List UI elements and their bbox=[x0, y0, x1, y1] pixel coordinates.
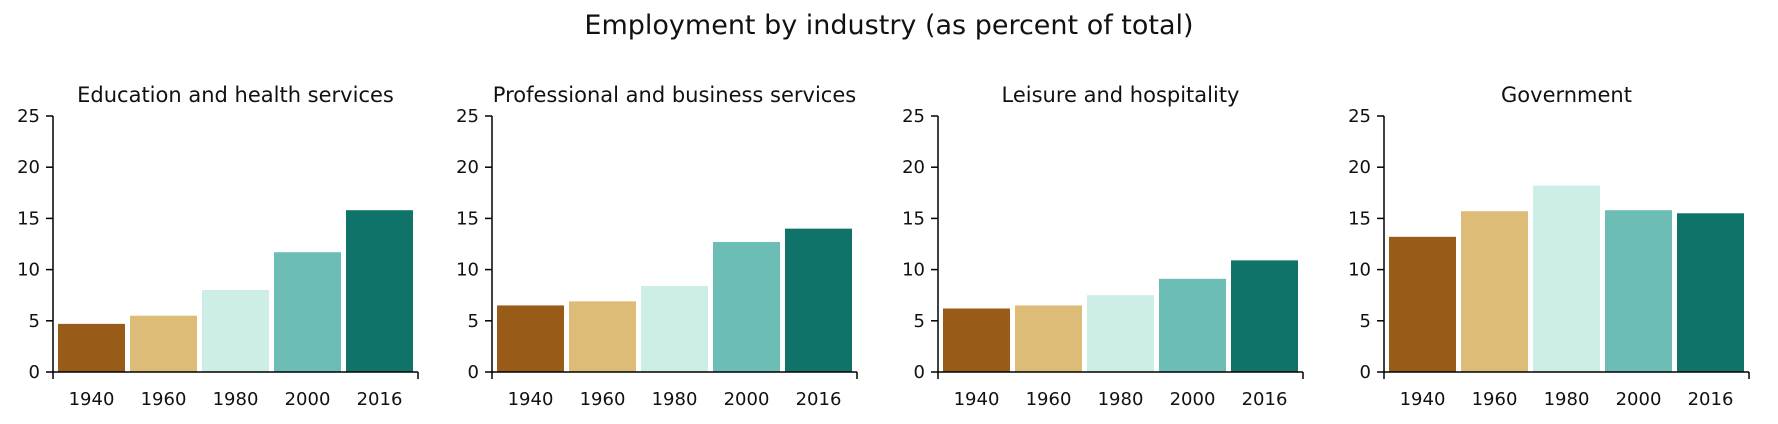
panel-title: Leisure and hospitality bbox=[1002, 83, 1240, 107]
x-tick-label: 1980 bbox=[213, 389, 259, 410]
panel-title: Government bbox=[1501, 83, 1632, 107]
bar-1940 bbox=[58, 323, 125, 372]
y-tick-label: 0 bbox=[468, 362, 479, 383]
x-tick-label: 1960 bbox=[1026, 389, 1072, 410]
bar-2016 bbox=[1231, 260, 1298, 372]
x-tick-label: 1940 bbox=[508, 389, 554, 410]
panel-title: Education and health services bbox=[77, 83, 394, 107]
y-tick-label: 25 bbox=[902, 106, 925, 127]
x-tick-label: 1980 bbox=[652, 389, 698, 410]
bar-1980 bbox=[202, 290, 269, 372]
y-tick-label: 0 bbox=[29, 362, 40, 383]
x-tick-label: 2016 bbox=[357, 389, 403, 410]
y-tick-label: 20 bbox=[456, 157, 479, 178]
bar-2000 bbox=[713, 241, 780, 372]
bar-2016 bbox=[785, 228, 852, 372]
y-tick-label: 25 bbox=[1348, 106, 1371, 127]
y-tick-label: 10 bbox=[1348, 260, 1371, 281]
bar-2016 bbox=[1677, 213, 1744, 372]
x-tick-label: 2000 bbox=[285, 389, 331, 410]
x-tick-label: 2016 bbox=[1242, 389, 1288, 410]
x-tick-label: 1960 bbox=[580, 389, 626, 410]
y-tick-label: 5 bbox=[29, 311, 40, 332]
y-tick-label: 15 bbox=[902, 208, 925, 229]
y-tick-label: 25 bbox=[456, 106, 479, 127]
bar-1940 bbox=[1389, 236, 1456, 372]
chart-title: Employment by industry (as percent of to… bbox=[584, 10, 1193, 41]
x-tick-label: 1980 bbox=[1544, 389, 1590, 410]
y-tick-label: 5 bbox=[914, 311, 925, 332]
panel-title: Professional and business services bbox=[493, 83, 856, 107]
x-tick-label: 2016 bbox=[796, 389, 842, 410]
bar-1960 bbox=[569, 301, 636, 372]
chart-panel: Government 1940 1960 1980 2000 2016 0 5 10 15 20 25 bbox=[1348, 83, 1750, 410]
x-tick-label: 2000 bbox=[1170, 389, 1216, 410]
y-tick-label: 20 bbox=[1348, 157, 1371, 178]
x-tick-label: 2016 bbox=[1688, 389, 1734, 410]
bar-1980 bbox=[1533, 185, 1600, 372]
bar-2000 bbox=[1159, 278, 1226, 372]
y-tick-label: 15 bbox=[456, 208, 479, 229]
x-tick-label: 1940 bbox=[954, 389, 1000, 410]
x-tick-label: 1960 bbox=[1472, 389, 1518, 410]
bar-1960 bbox=[130, 315, 197, 372]
y-tick-label: 5 bbox=[1360, 311, 1371, 332]
x-tick-label: 1940 bbox=[1400, 389, 1446, 410]
bar-1940 bbox=[943, 308, 1010, 372]
x-tick-label: 1940 bbox=[69, 389, 115, 410]
bar-1980 bbox=[641, 285, 708, 372]
y-tick-label: 20 bbox=[17, 157, 40, 178]
bar-2000 bbox=[1605, 210, 1672, 372]
y-tick-label: 0 bbox=[914, 362, 925, 383]
bar-2016 bbox=[346, 210, 413, 372]
x-tick-label: 2000 bbox=[724, 389, 770, 410]
bar-2000 bbox=[274, 252, 341, 372]
x-tick-label: 1980 bbox=[1098, 389, 1144, 410]
bar-1960 bbox=[1461, 211, 1528, 372]
y-tick-label: 25 bbox=[17, 106, 40, 127]
chart-panel: Education and health services 1940 1960 198… bbox=[17, 83, 419, 410]
y-tick-label: 10 bbox=[17, 260, 40, 281]
y-tick-label: 5 bbox=[468, 311, 479, 332]
bar-1980 bbox=[1087, 295, 1154, 372]
bar-1960 bbox=[1015, 305, 1082, 372]
bar-1940 bbox=[497, 305, 564, 372]
y-tick-label: 10 bbox=[456, 260, 479, 281]
y-tick-label: 20 bbox=[902, 157, 925, 178]
y-tick-label: 15 bbox=[17, 208, 40, 229]
y-tick-label: 10 bbox=[902, 260, 925, 281]
chart-panel: Leisure and hospitality 1940 1960 1980 2000 2… bbox=[902, 83, 1304, 410]
x-tick-label: 2000 bbox=[1616, 389, 1662, 410]
x-tick-label: 1960 bbox=[141, 389, 187, 410]
y-tick-label: 0 bbox=[1360, 362, 1371, 383]
chart-panel: Professional and business services 1940 19… bbox=[456, 83, 858, 410]
y-tick-label: 15 bbox=[1348, 208, 1371, 229]
